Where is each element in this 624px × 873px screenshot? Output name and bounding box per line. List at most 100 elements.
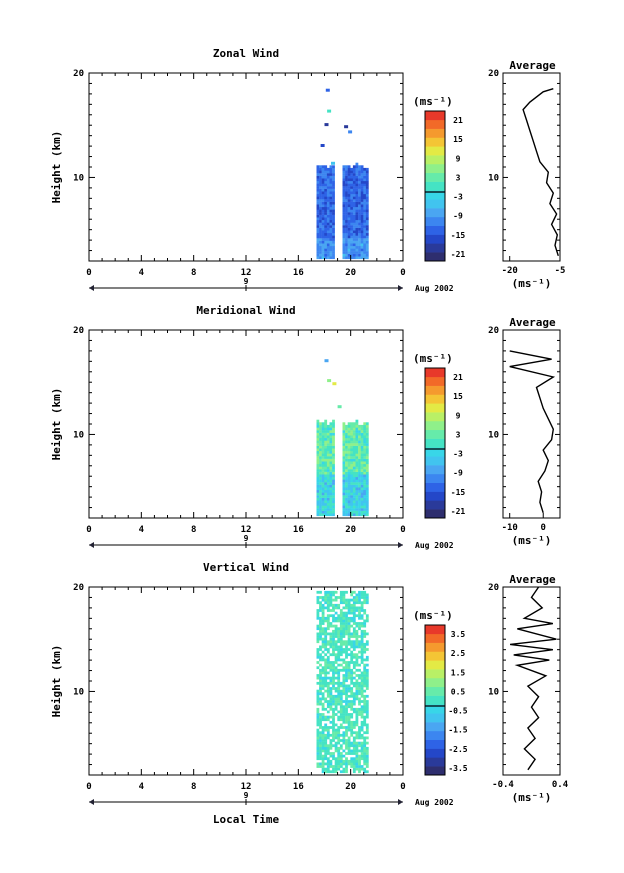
heatmap-cell — [321, 684, 325, 688]
heatmap-cell — [342, 684, 346, 688]
colorbar-label: -21 — [451, 507, 466, 516]
heatmap-cell — [350, 173, 354, 176]
heatmap-cell — [329, 180, 333, 184]
heatmap-cell — [332, 502, 335, 506]
heatmap-cell — [321, 767, 325, 771]
colorbar-swatch — [425, 172, 445, 182]
heatmap-cell — [329, 739, 333, 742]
heatmap-cell — [358, 432, 361, 436]
heatmap-cell — [355, 196, 359, 200]
heatmap-cell — [326, 240, 330, 244]
heatmap-cell — [326, 435, 330, 439]
heatmap-cell — [365, 235, 369, 239]
heatmap-cell — [332, 227, 335, 231]
colorbar-swatch — [425, 208, 445, 218]
heatmap-cell — [360, 458, 364, 462]
heatmap-cell — [345, 733, 348, 737]
heatmap-cell — [360, 679, 364, 683]
day-label: 9 — [244, 534, 249, 543]
heatmap-cell — [360, 642, 364, 646]
heatmap-cell — [324, 453, 328, 457]
heatmap-cell — [332, 726, 335, 729]
heatmap-cell — [332, 632, 335, 636]
heatmap-cell — [358, 248, 361, 252]
heatmap-cell — [355, 165, 359, 169]
heatmap-cell — [352, 495, 356, 498]
heatmap-cell — [319, 191, 322, 195]
heatmap-cell — [319, 655, 322, 659]
heatmap-cell — [319, 256, 322, 260]
heatmap-cell — [316, 495, 320, 498]
heatmap-cell — [355, 606, 359, 610]
heatmap-cell — [345, 487, 348, 491]
heatmap-cell — [319, 606, 322, 610]
heatmap-cell — [329, 445, 333, 449]
colorbar-swatch — [425, 155, 445, 165]
heatmap-cell — [345, 222, 348, 226]
heatmap-cell — [339, 684, 343, 688]
heatmap-cell — [332, 614, 335, 618]
heatmap-cell — [329, 715, 333, 719]
heatmap-cell — [355, 435, 359, 439]
heatmap-cell — [355, 469, 359, 472]
heatmap-cell — [332, 173, 335, 176]
heatmap-cell — [319, 435, 322, 439]
heatmap-cell — [365, 593, 369, 597]
heatmap-cell — [345, 679, 348, 683]
heatmap-cell — [324, 222, 328, 226]
heatmap-cell — [319, 637, 322, 641]
heatmap-cell — [345, 479, 348, 483]
heatmap-cell — [319, 681, 322, 685]
heatmap-cell — [358, 510, 361, 514]
heatmap-cell — [363, 770, 367, 774]
heatmap-cell — [347, 206, 351, 210]
heatmap-cell — [316, 616, 320, 620]
heatmap-cell — [316, 422, 320, 426]
heatmap-cell — [321, 713, 325, 716]
heatmap-cell — [352, 422, 356, 426]
heatmap-cell — [342, 650, 346, 654]
heatmap-cell — [350, 191, 354, 195]
heatmap-cell — [358, 206, 361, 210]
heatmap-cell — [342, 206, 346, 210]
heatmap-cell — [358, 183, 361, 187]
heatmap-cell — [329, 593, 333, 597]
heatmap-cell — [331, 161, 335, 165]
heatmap-cell — [365, 715, 369, 719]
heatmap-cell — [324, 741, 328, 745]
colorbar-swatch — [425, 137, 445, 147]
heatmap-cell — [326, 746, 330, 750]
heatmap-cell — [352, 510, 356, 514]
heatmap-cell — [358, 482, 361, 485]
heatmap-cell — [342, 209, 346, 213]
heatmap-cell — [358, 448, 361, 452]
heatmap-cell — [352, 458, 356, 462]
heatmap-cell — [365, 225, 369, 228]
heatmap-cell — [355, 453, 359, 457]
heatmap-cell — [321, 253, 325, 257]
heatmap-cell — [352, 629, 356, 633]
heatmap-cell — [350, 212, 354, 215]
heatmap-cell — [342, 180, 346, 184]
heatmap-cell — [329, 770, 333, 774]
heatmap-cell — [347, 713, 351, 716]
heatmap-cell — [334, 658, 338, 662]
heatmap-cell — [326, 437, 330, 441]
heatmap-cell — [324, 450, 328, 454]
heatmap-cell — [321, 196, 325, 200]
heatmap-cell — [342, 469, 346, 472]
heatmap-cell — [321, 256, 325, 260]
heatmap-cell — [365, 614, 369, 618]
heatmap-cell — [329, 762, 333, 766]
heatmap-cell — [329, 471, 333, 475]
heatmap-cell — [345, 495, 348, 498]
heatmap-cell — [332, 640, 335, 644]
heatmap-cell — [358, 606, 361, 610]
heatmap-cell — [316, 167, 320, 171]
heatmap-cell — [345, 671, 348, 675]
heatmap-cell — [365, 183, 369, 187]
heatmap-cell — [332, 609, 335, 612]
heatmap-cell — [329, 622, 333, 625]
heatmap-cell — [324, 637, 328, 641]
heatmap-cell — [319, 601, 322, 605]
